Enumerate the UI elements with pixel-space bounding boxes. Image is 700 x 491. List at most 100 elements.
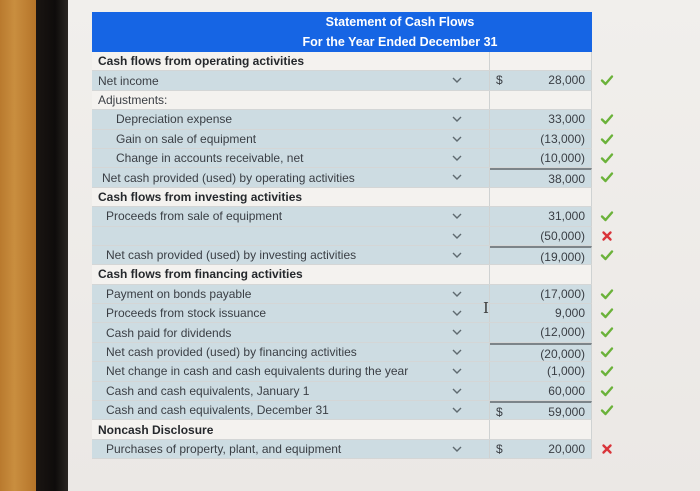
- amount-cell-empty: [490, 52, 592, 71]
- check-icon: [600, 308, 614, 319]
- chevron-down-icon[interactable]: [451, 365, 463, 377]
- amount-value: (13,000): [540, 131, 585, 146]
- row-label-select[interactable]: Net cash provided (used) by operating ac…: [92, 168, 490, 187]
- chevron-down-icon[interactable]: [451, 249, 463, 261]
- chevron-down-icon[interactable]: [451, 133, 463, 145]
- table-row-8: Proceeds from sale of equipment 31,000: [92, 207, 614, 227]
- chevron-down-icon[interactable]: [451, 74, 463, 86]
- row-label: Cash and cash equivalents, December 31: [106, 403, 329, 418]
- row-label-select[interactable]: Payment on bonds payable: [92, 284, 490, 304]
- chevron-down-icon[interactable]: [451, 113, 463, 125]
- amount-input[interactable]: $ 59,000: [490, 401, 592, 420]
- dollar-sign: $: [496, 73, 503, 88]
- table-row-11: Cash flows from financing activities: [92, 265, 592, 285]
- amount-input[interactable]: (13,000): [490, 129, 592, 148]
- chevron-down-icon[interactable]: [451, 307, 463, 319]
- check-icon: [600, 327, 614, 338]
- amount-input[interactable]: $ 28,000: [490, 71, 592, 90]
- amount-input[interactable]: $ 20,000: [490, 439, 592, 459]
- row-label-select[interactable]: Cash and cash equivalents, January 1: [92, 381, 490, 401]
- table-row-19: Noncash Disclosure: [92, 420, 592, 440]
- table-row-9: (50,000): [92, 226, 612, 246]
- amount-value: (50,000): [540, 228, 585, 243]
- amount-input[interactable]: (19,000): [490, 245, 592, 265]
- amount-input[interactable]: (12,000): [490, 323, 592, 342]
- cash-flow-statement: Statement of Cash Flows For the Year End…: [92, 12, 614, 460]
- amount-value: 38,000: [548, 172, 585, 187]
- amount-input[interactable]: (1,000): [490, 362, 592, 381]
- row-label: Noncash Disclosure: [98, 422, 214, 437]
- chevron-down-icon[interactable]: [451, 326, 463, 338]
- amount-value: (1,000): [546, 364, 585, 379]
- row-label: Payment on bonds payable: [106, 286, 252, 301]
- row-label-select[interactable]: Net income: [92, 71, 490, 90]
- row-label-select[interactable]: Purchases of property, plant, and equipm…: [92, 439, 490, 459]
- chevron-down-icon[interactable]: [451, 443, 463, 455]
- check-icon: [600, 347, 614, 358]
- statement-rows: Cash flows from operating activities Net…: [92, 52, 614, 460]
- chevron-down-icon[interactable]: [451, 230, 463, 242]
- amount-input[interactable]: (20,000): [490, 342, 592, 362]
- check-icon: [600, 153, 614, 164]
- row-label: Depreciation expense: [116, 112, 233, 127]
- table-row-6: Net cash provided (used) by operating ac…: [92, 168, 614, 188]
- amount-value: (10,000): [540, 150, 585, 165]
- chevron-down-icon[interactable]: [451, 346, 463, 358]
- amount-value: 31,000: [548, 209, 585, 224]
- table-row-20: Purchases of property, plant, and equipm…: [92, 439, 612, 460]
- row-label-select[interactable]: [92, 226, 490, 245]
- row-label-select[interactable]: Net change in cash and cash equivalents …: [92, 362, 490, 381]
- row-label-select[interactable]: Proceeds from sale of equipment: [92, 207, 490, 226]
- monitor-bezel: [36, 0, 68, 491]
- chevron-down-icon[interactable]: [451, 152, 463, 164]
- row-label: Net change in cash and cash equivalents …: [106, 364, 409, 379]
- row-label-select[interactable]: Depreciation expense: [92, 110, 490, 129]
- amount-input[interactable]: 38,000: [490, 168, 592, 187]
- table-row-5: Change in accounts receivable, net (10,0…: [92, 148, 614, 169]
- check-icon: [600, 75, 614, 86]
- chevron-down-icon[interactable]: [451, 385, 463, 397]
- chevron-down-icon[interactable]: [451, 288, 463, 300]
- amount-input[interactable]: (10,000): [490, 148, 592, 168]
- check-icon: [600, 250, 614, 261]
- statement-header: Statement of Cash Flows For the Year End…: [92, 12, 592, 52]
- amount-value: 20,000: [548, 441, 585, 456]
- amount-cell-empty: [490, 420, 592, 439]
- row-label: Net income: [98, 73, 159, 88]
- check-icon: [600, 172, 614, 183]
- row-label-select[interactable]: Proceeds from stock issuance: [92, 304, 490, 323]
- check-icon: [600, 366, 614, 377]
- check-icon: [600, 385, 614, 396]
- row-label-select[interactable]: Cash and cash equivalents, December 31: [92, 401, 490, 420]
- amount-input[interactable]: 31,000: [490, 207, 592, 226]
- statement-period: For the Year Ended December 31: [302, 35, 498, 49]
- amount-input[interactable]: 33,000: [490, 110, 592, 129]
- amount-value: 60,000: [548, 383, 585, 398]
- row-label: Proceeds from stock issuance: [106, 306, 267, 321]
- amount-input[interactable]: (17,000): [490, 284, 592, 304]
- chevron-down-icon[interactable]: [451, 404, 463, 416]
- amount-cell-empty: [490, 90, 592, 110]
- row-label-static: Cash flows from operating activities: [92, 52, 490, 71]
- amount-value: 28,000: [548, 73, 585, 88]
- row-label-static: Noncash Disclosure: [92, 420, 490, 439]
- table-row-10: Net cash provided (used) by investing ac…: [92, 245, 614, 266]
- row-label: Net cash provided (used) by financing ac…: [106, 345, 357, 360]
- amount-input[interactable]: 9,000: [490, 304, 592, 323]
- row-label-select[interactable]: Net cash provided (used) by investing ac…: [92, 245, 490, 265]
- row-label: Gain on sale of equipment: [116, 131, 257, 146]
- chevron-down-icon[interactable]: [451, 171, 463, 183]
- check-icon: [600, 288, 614, 299]
- row-label-select[interactable]: Net cash provided (used) by financing ac…: [92, 342, 490, 362]
- table-row-4: Gain on sale of equipment (13,000): [92, 129, 614, 149]
- row-label: Change in accounts receivable, net: [116, 151, 304, 166]
- amount-input[interactable]: (50,000): [490, 226, 592, 245]
- row-label: Cash flows from investing activities: [98, 189, 303, 204]
- chevron-down-icon[interactable]: [451, 210, 463, 222]
- row-label-select[interactable]: Gain on sale of equipment: [92, 129, 490, 148]
- row-label-select[interactable]: Cash paid for dividends: [92, 323, 490, 342]
- row-label-select[interactable]: Change in accounts receivable, net: [92, 148, 490, 168]
- amount-input[interactable]: 60,000: [490, 381, 592, 401]
- table-row-15: Net cash provided (used) by financing ac…: [92, 342, 614, 363]
- check-icon: [600, 114, 614, 125]
